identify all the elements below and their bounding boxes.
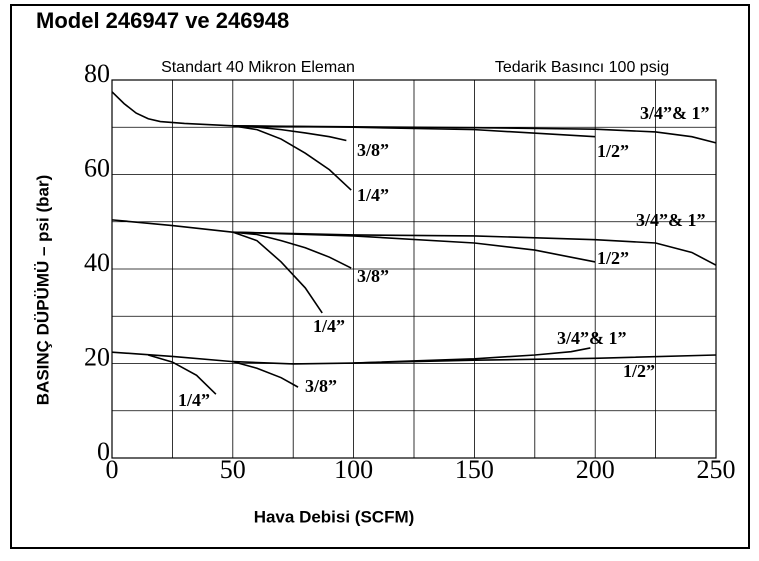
series-line bbox=[111, 91, 717, 144]
series-line bbox=[353, 347, 591, 364]
series-label: 1/4” bbox=[178, 390, 210, 410]
series-label: 3/4”& 1” bbox=[636, 210, 706, 230]
series-line bbox=[232, 125, 596, 138]
x-tick-label: 250 bbox=[697, 455, 736, 484]
series-label: 1/2” bbox=[623, 361, 655, 381]
y-tick-label: 40 bbox=[84, 248, 110, 277]
series-label: 3/4”& 1” bbox=[557, 328, 627, 348]
series-label: 1/4” bbox=[357, 185, 389, 205]
y-axis-label: BASINÇ DÜPÜMÜ – psi (bar) bbox=[33, 175, 52, 405]
series-label: 1/2” bbox=[597, 141, 629, 161]
series-label: 3/8” bbox=[305, 376, 337, 396]
frame bbox=[10, 4, 750, 549]
x-tick-label: 150 bbox=[455, 455, 494, 484]
series-line bbox=[232, 125, 347, 142]
series-label: 3/8” bbox=[357, 266, 389, 286]
plot-border bbox=[111, 79, 717, 459]
x-tick-label: 50 bbox=[220, 455, 246, 484]
series-line bbox=[111, 351, 717, 365]
series-line bbox=[111, 219, 717, 266]
annotation: Standart 40 Mikron Eleman bbox=[161, 59, 355, 76]
y-tick-label: 20 bbox=[84, 342, 110, 371]
y-tick-label: 0 bbox=[97, 437, 110, 466]
y-tick-label: 60 bbox=[84, 153, 110, 182]
series-label: 1/2” bbox=[597, 248, 629, 268]
series-line bbox=[232, 231, 323, 314]
series-label: 3/8” bbox=[357, 140, 389, 160]
series-line bbox=[232, 231, 352, 269]
y-tick-label: 80 bbox=[84, 59, 110, 88]
x-tick-label: 0 bbox=[106, 455, 119, 484]
series-line bbox=[148, 354, 217, 395]
series-label: 3/4”& 1” bbox=[640, 103, 710, 123]
series-label: 1/4” bbox=[313, 316, 345, 336]
x-axis-label: Hava Debisi (SCFM) bbox=[254, 507, 415, 526]
x-tick-label: 100 bbox=[334, 455, 373, 484]
series-line bbox=[232, 231, 596, 263]
chart-title: Model 246947 ve 246948 bbox=[36, 8, 289, 33]
series-line bbox=[232, 360, 299, 388]
annotation: Tedarik Basıncı 100 psig bbox=[495, 59, 669, 76]
x-tick-label: 200 bbox=[576, 455, 615, 484]
series-line bbox=[232, 125, 352, 191]
